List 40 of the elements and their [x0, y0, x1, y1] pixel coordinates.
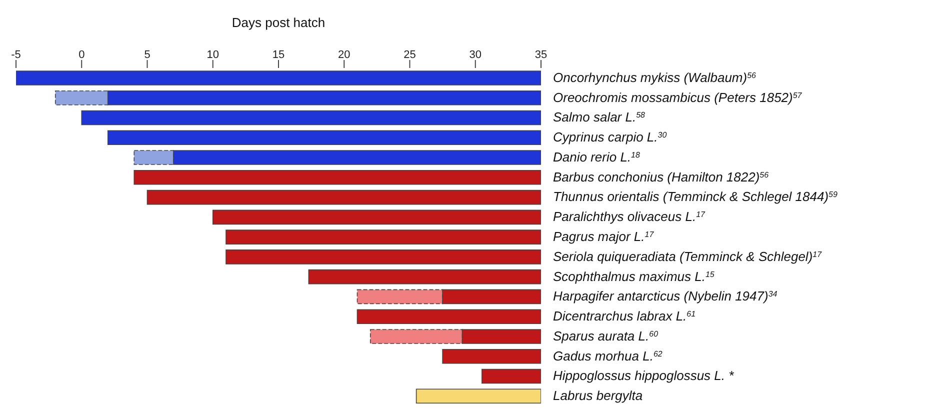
y-tick-label: Dicentrarchus labrax L.$^{61}$ — [553, 308, 696, 324]
bar — [134, 170, 541, 185]
y-tick-label: Oreochromis mossambicus (Peters 1852)$^{57}$ — [553, 90, 802, 105]
x-tick-label: 25 — [404, 49, 416, 61]
y-tick-label: Cyprinus carpio L.$^{30}$ — [553, 130, 668, 145]
bar — [146, 190, 541, 205]
x-tick-label: 15 — [272, 49, 285, 61]
x-tick-label: 35 — [534, 49, 548, 61]
x-tick-label: -5 — [11, 49, 21, 61]
y-tick-label: Salmo salar L.$^{58}$ — [553, 110, 646, 125]
y-tick-label: Sparus aurata L.$^{60}$ — [553, 328, 659, 344]
y-tick-label: Barbus conchonius (Hamilton 1822)$^{56}$ — [553, 169, 770, 184]
x-tick-label: 0 — [78, 49, 85, 61]
x-axis-title: Days post hatch — [232, 15, 326, 30]
bar — [226, 230, 541, 244]
bar — [308, 269, 541, 284]
bar — [16, 70, 541, 86]
bar — [356, 309, 541, 324]
x-tick-label: 10 — [206, 49, 219, 61]
bar — [416, 388, 541, 404]
y-tick-label: Gadus morhua L.$^{62}$ — [553, 348, 663, 364]
x-tick-label: 5 — [144, 49, 150, 61]
x-tick-label: 30 — [469, 49, 482, 61]
x-tick-label: 20 — [338, 49, 350, 61]
y-tick-label: Hippoglossus hippoglossus L. * — [553, 368, 735, 384]
bar — [226, 250, 541, 264]
bar — [107, 130, 541, 146]
bar — [442, 348, 541, 364]
bar — [212, 210, 541, 225]
y-tick-label: Scophthalmus maximus L.$^{15}$ — [553, 268, 715, 284]
y-tick-label: Labrus bergylta — [553, 388, 643, 404]
y-tick-label: Thunnus orientalis (Temminck & Schlegel 1844)$^{59}$ — [553, 189, 838, 204]
y-tick-label: Paralichthys olivaceus L.$^{17}$ — [553, 209, 706, 224]
y-tick-label: Seriola quiqueradiata (Temminck & Schlegel)$^{17}$ — [553, 248, 822, 264]
y-tick-label: Oncorhynchus mykiss (Walbaum)$^{56}$ — [553, 70, 757, 85]
bar — [81, 110, 541, 126]
bar — [482, 368, 541, 384]
y-tick-label: Harpagifer antarcticus (Nybelin 1947)$^{34}$ — [553, 288, 778, 304]
y-tick-label: Pagrus major L.$^{17}$ — [553, 229, 654, 244]
y-tick-label: Danio rerio L.$^{18}$ — [553, 149, 640, 164]
